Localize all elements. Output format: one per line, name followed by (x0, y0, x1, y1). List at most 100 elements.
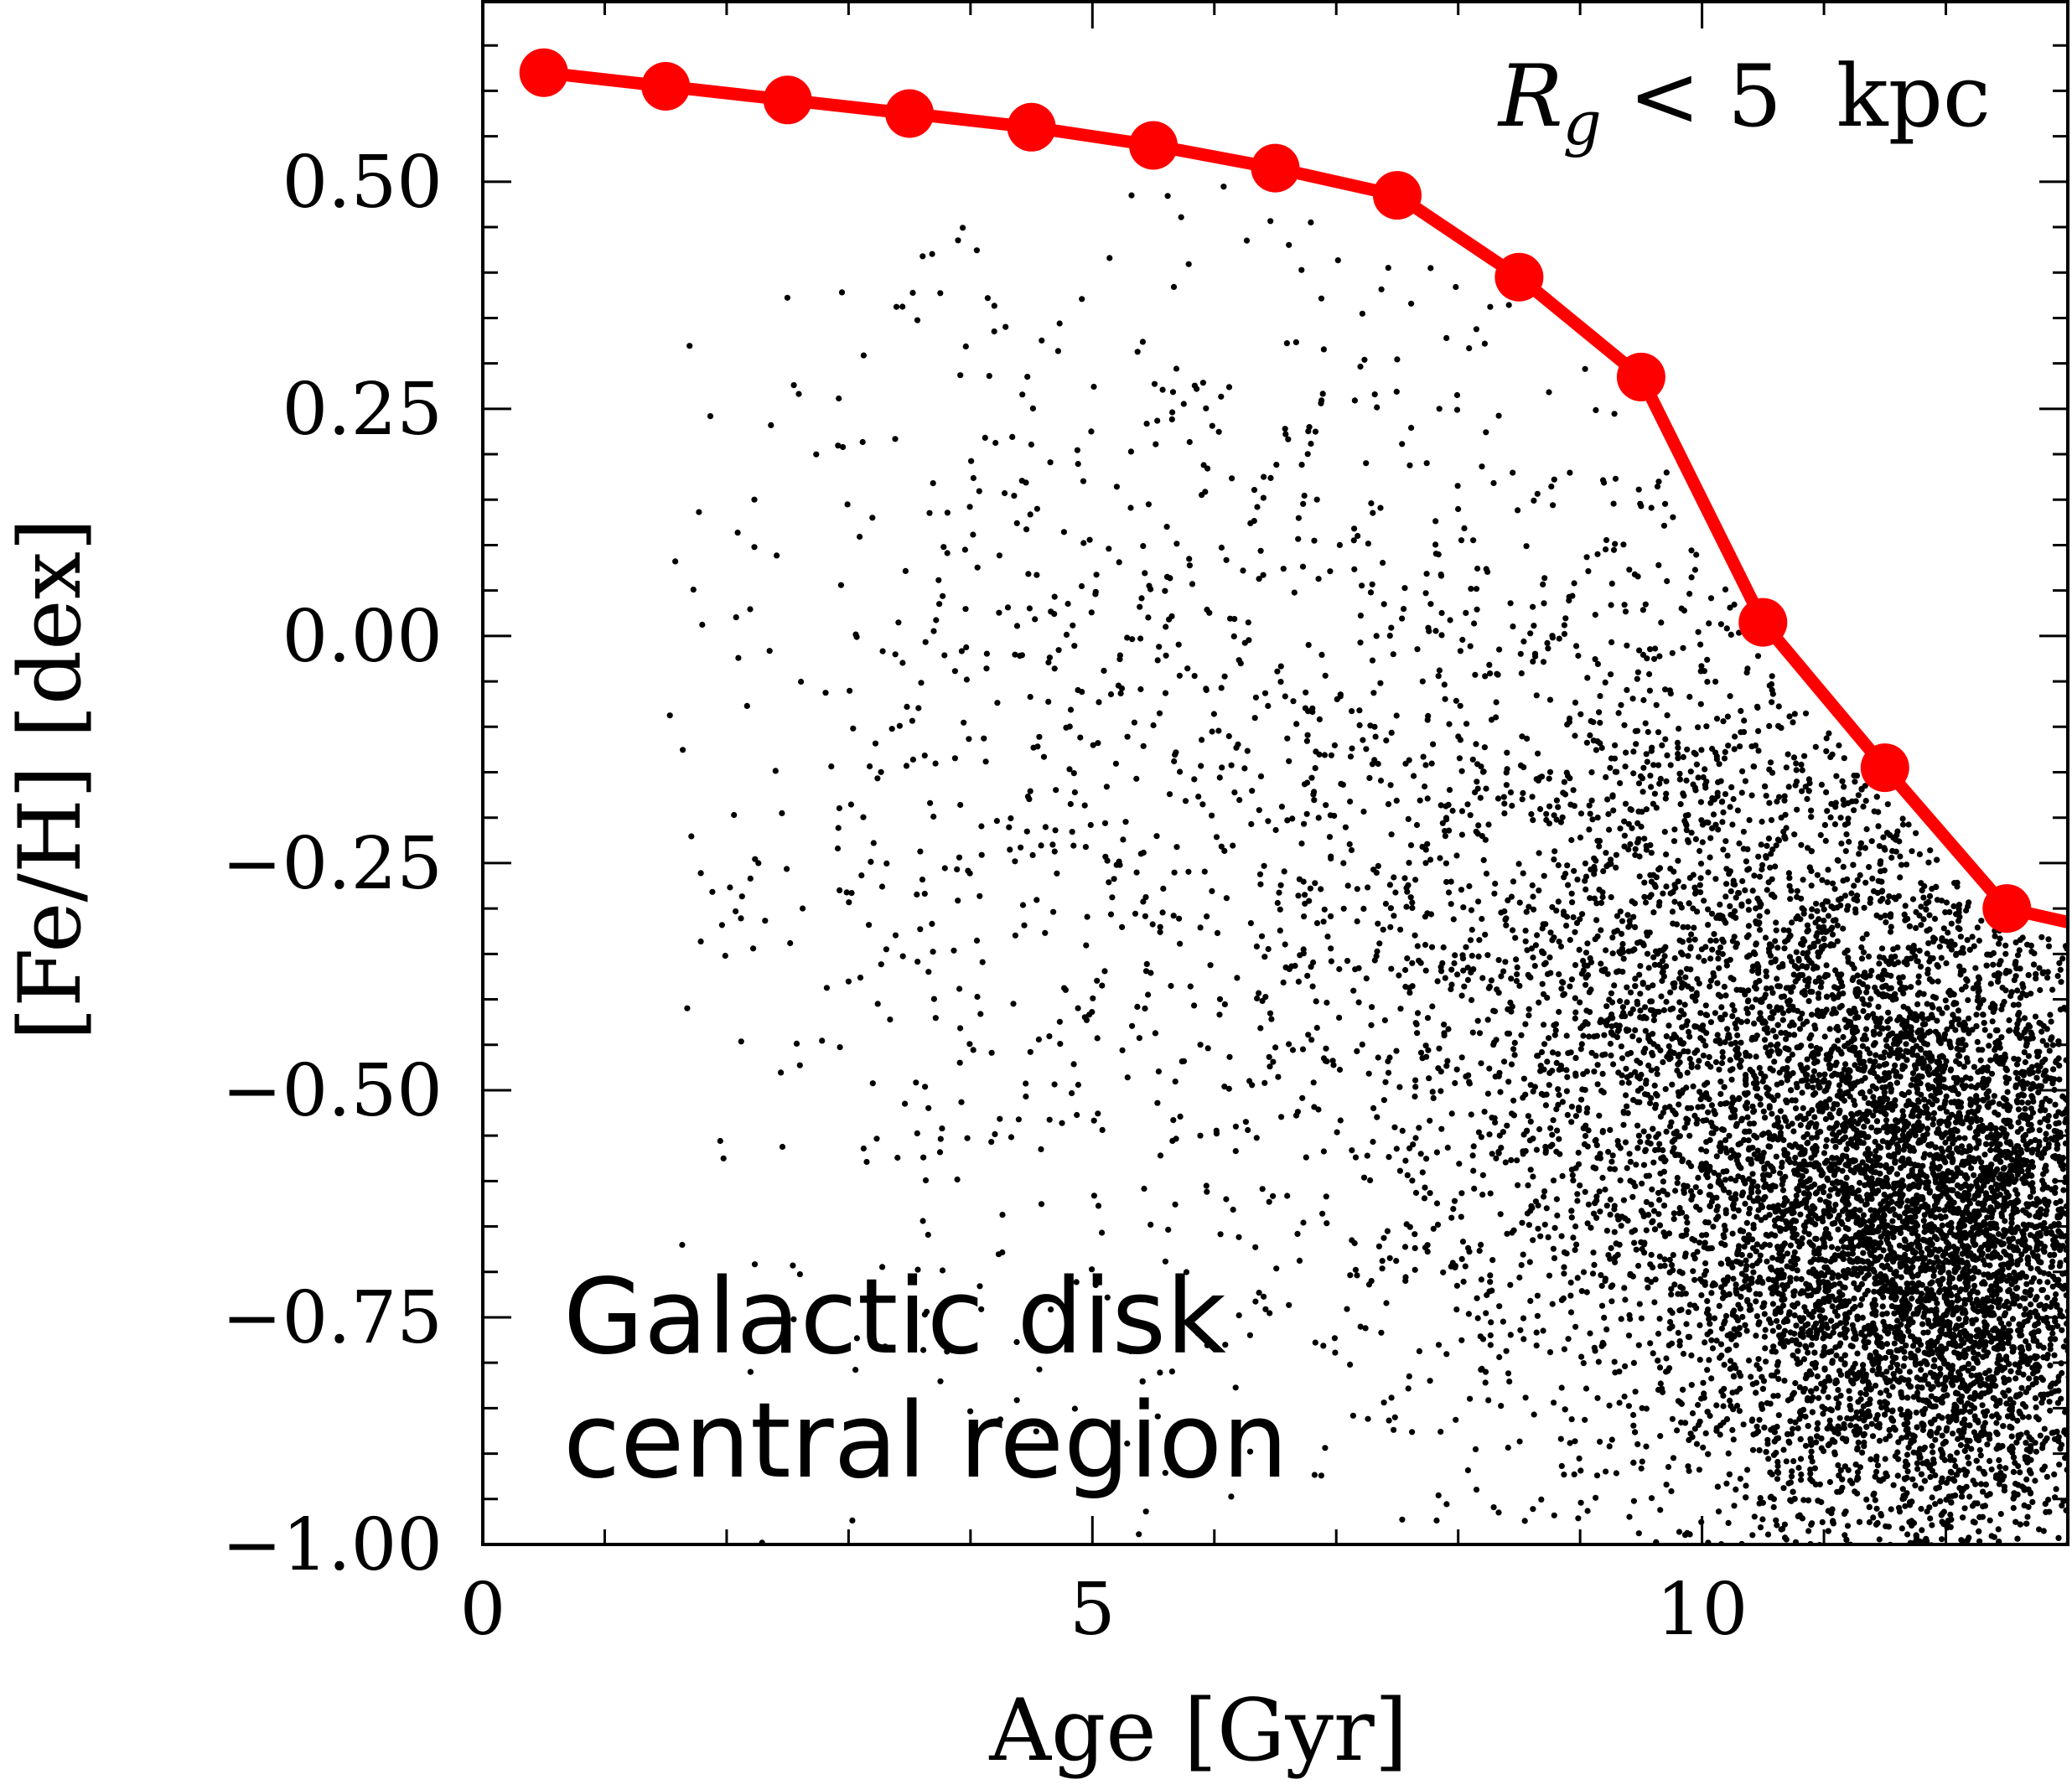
scatter-point (1904, 1468, 1911, 1475)
scatter-point (1670, 1455, 1677, 1461)
scatter-point (1988, 1549, 1994, 1555)
scatter-point (1977, 1452, 1984, 1459)
scatter-point (1943, 1427, 1950, 1434)
scatter-point (1993, 1420, 2000, 1426)
scatter-point (2014, 1535, 2021, 1542)
scatter-point (1973, 1436, 1981, 1442)
scatter-point (2015, 1482, 2022, 1488)
scatter-point (1877, 1254, 1884, 1260)
scatter-point (1994, 1555, 2000, 1561)
scatter-point (1882, 846, 1888, 853)
scatter-point (1935, 1425, 1942, 1432)
scatter-point (1594, 1394, 1601, 1401)
scatter-point (1762, 934, 1769, 941)
scatter-point (1949, 1150, 1955, 1157)
scatter-point (2026, 1467, 2033, 1474)
scatter-point (1799, 1011, 1805, 1017)
scatter-point (1851, 1296, 1857, 1302)
scatter-point (1840, 1152, 1847, 1159)
scatter-points (666, 184, 2068, 1565)
scatter-point (1896, 1242, 1903, 1249)
scatter-point (2049, 1283, 2056, 1290)
scatter-point (1795, 1464, 1802, 1472)
scatter-point (1795, 1202, 1802, 1208)
scatter-point (2020, 1556, 2026, 1562)
scatter-point (1873, 1456, 1879, 1463)
scatter-point (1759, 1516, 1766, 1523)
scatter-point (2038, 934, 2045, 940)
scatter-point (2047, 1407, 2054, 1414)
scatter-point (1709, 1345, 1717, 1352)
scatter-point (1813, 900, 1820, 907)
scatter-point (2035, 1068, 2042, 1074)
scatter-point (1873, 794, 1880, 800)
scatter-point (2000, 1261, 2007, 1268)
scatter-point (2033, 1294, 2040, 1301)
scatter-point (1945, 1136, 1953, 1142)
scatter-point (1916, 1181, 1923, 1187)
scatter-point (1762, 1327, 1769, 1333)
scatter-point (2060, 1343, 2067, 1350)
scatter-point (1893, 1141, 1900, 1148)
scatter-point (1788, 1265, 1795, 1271)
scatter-point (1860, 1367, 1867, 1374)
scatter-point (1611, 1358, 1618, 1365)
scatter-point (1829, 1073, 1836, 1079)
scatter-point (1851, 1335, 1857, 1342)
scatter-point (1902, 1503, 1909, 1509)
scatter-point (2024, 1080, 2031, 1087)
scatter-point (1790, 1425, 1796, 1432)
scatter-point (1966, 1437, 1973, 1444)
scatter-point (1696, 1467, 1702, 1473)
scatter-point (1753, 1213, 1760, 1220)
scatter-point (1932, 1436, 1939, 1443)
scatter-point (1775, 1375, 1782, 1383)
scatter-point (1783, 1337, 1790, 1344)
scatter-point (2017, 1302, 2023, 1310)
scatter-point (1821, 1315, 1828, 1322)
scatter-point (1958, 1143, 1965, 1150)
scatter-point (1940, 1189, 1946, 1196)
scatter-point (1929, 1442, 1935, 1450)
scatter-point (2046, 1399, 2053, 1405)
scatter-point (1791, 1303, 1798, 1310)
scatter-point (1987, 1274, 1994, 1280)
scatter-point (1882, 1399, 1888, 1405)
scatter-point (1965, 996, 1971, 1004)
scatter-point (1977, 1481, 1985, 1487)
scatter-point (1864, 1192, 1871, 1198)
scatter-point (1877, 1399, 1883, 1405)
scatter-point (1730, 1436, 1737, 1443)
scatter-point (1924, 1130, 1930, 1137)
scatter-point (2048, 1018, 2054, 1025)
scatter-point (1924, 966, 1931, 973)
scatter-point (1866, 1518, 1873, 1526)
scatter-point (2037, 1222, 2044, 1229)
scatter-point (1943, 1109, 1950, 1115)
scatter-point (1870, 1514, 1877, 1521)
scatter-point (1989, 1211, 1996, 1218)
scatter-point (1890, 1371, 1897, 1378)
scatter-point (2032, 1136, 2038, 1144)
scatter-point (1805, 1321, 1811, 1327)
scatter-point (1817, 831, 1824, 839)
scatter-point (1867, 1207, 1874, 1213)
scatter-point (1984, 1441, 1991, 1448)
scatter-point (1961, 1135, 1968, 1141)
scatter-point (1770, 1451, 1778, 1458)
scatter-point (1862, 1026, 1870, 1032)
scatter-point (1892, 1559, 1898, 1565)
scatter-point (2054, 973, 2061, 980)
scatter-point (1724, 1332, 1731, 1339)
scatter-point (2048, 1389, 2054, 1396)
scatter-point (2056, 1076, 2063, 1083)
scatter-point (2008, 1280, 2015, 1287)
scatter-point (1765, 1092, 1772, 1099)
scatter-point (1988, 1304, 1995, 1311)
scatter-point (2033, 1448, 2039, 1455)
scatter-point (2052, 1101, 2059, 1108)
scatter-point (1877, 1389, 1884, 1396)
scatter-point (2008, 1425, 2015, 1431)
scatter-point (1807, 1436, 1814, 1442)
scatter-point (1939, 1222, 1945, 1229)
